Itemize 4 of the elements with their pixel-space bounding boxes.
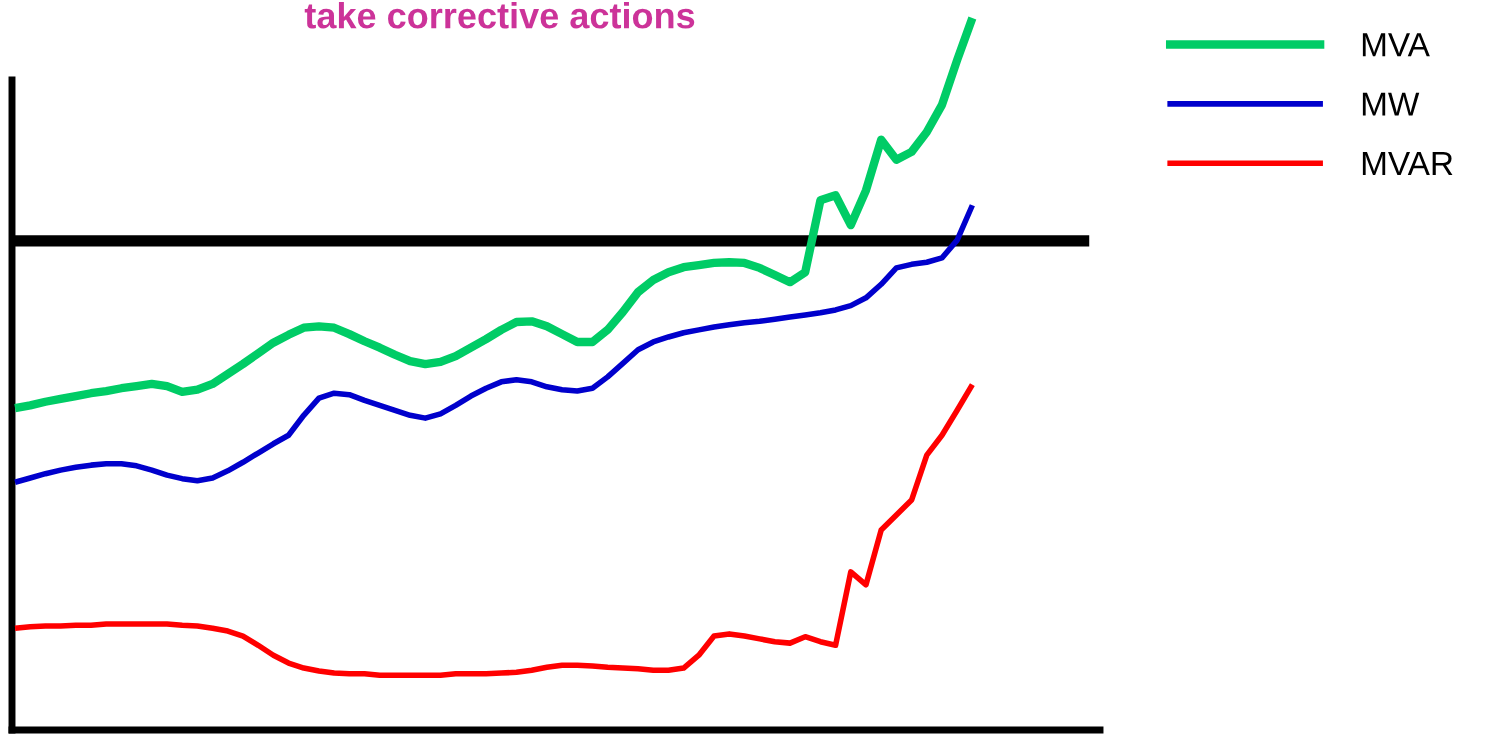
legend-label: MW: [1362, 92, 1420, 116]
chart-title: take corrective actions: [304, 2, 695, 29]
legend-label: MVAR: [1362, 152, 1453, 175]
legend-label: MVA: [1362, 33, 1430, 57]
